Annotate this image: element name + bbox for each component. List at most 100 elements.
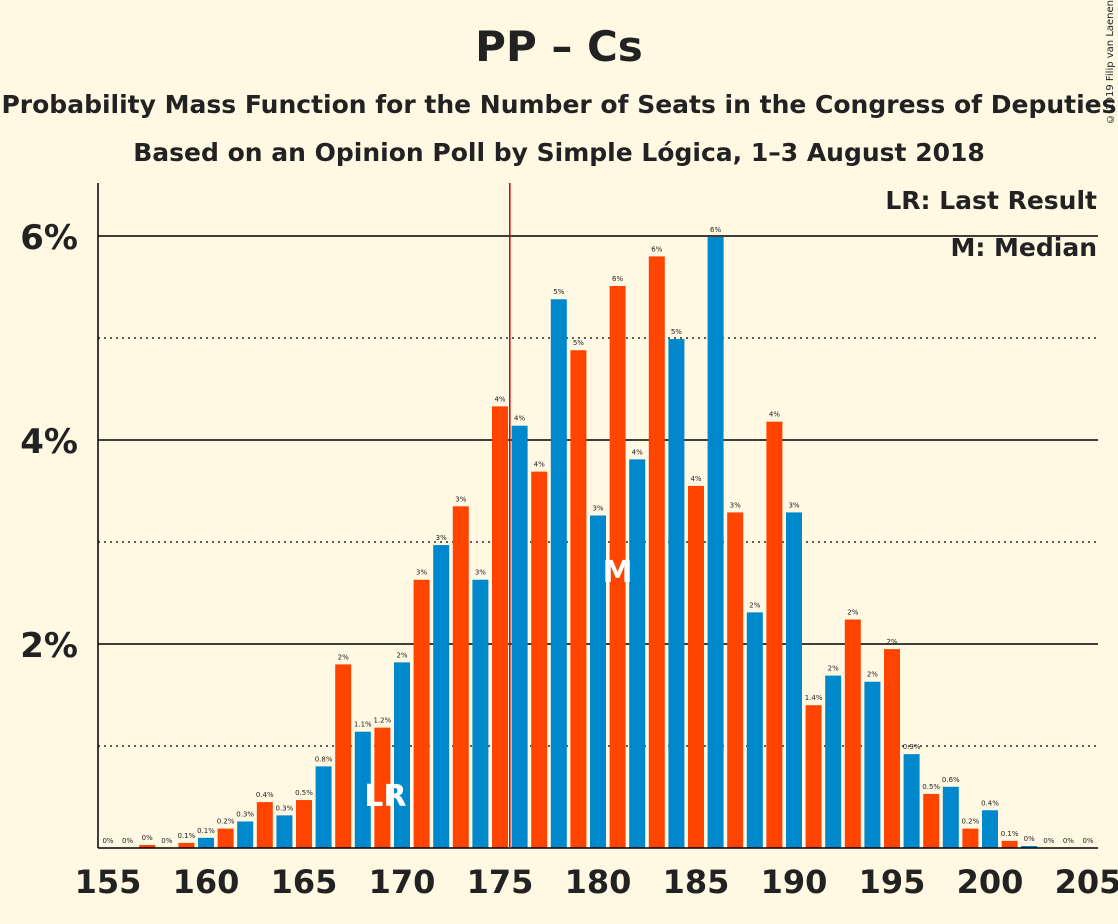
bar-value-label: 6% — [710, 226, 721, 234]
bar-seat-172 — [433, 545, 450, 848]
bar-value-label: 2% — [749, 601, 760, 609]
bar-seat-185 — [688, 485, 704, 848]
bar-seat-201 — [1001, 840, 1018, 848]
bar-value-label: 0% — [1024, 835, 1035, 843]
chart-title: PP – Cs — [475, 22, 643, 71]
bar-value-label: 0.6% — [942, 776, 960, 784]
bar-seat-170 — [394, 662, 410, 848]
x-tick-label: 195 — [859, 863, 926, 901]
bar-seat-195 — [884, 649, 900, 848]
bar-seat-196 — [903, 754, 920, 848]
bar-value-label: 2% — [396, 651, 407, 659]
bar-seat-189 — [766, 421, 783, 848]
bar-value-label: 0.4% — [256, 791, 274, 799]
bar-seat-175 — [492, 406, 508, 848]
bar-seat-198 — [942, 786, 959, 848]
bar-value-label: 0.8% — [315, 755, 333, 763]
bar-value-label: 2% — [338, 653, 349, 661]
y-tick-label: 6% — [20, 218, 78, 258]
bar-value-label: 0.1% — [178, 832, 196, 840]
bar-seat-163 — [256, 802, 273, 848]
bar-value-label: 4% — [632, 448, 643, 456]
x-tick-label: 190 — [761, 863, 828, 901]
x-tick-label: 155 — [75, 863, 142, 901]
x-tick-label: 180 — [565, 863, 632, 901]
bar-value-label: 0% — [1043, 837, 1054, 845]
bar-seat-182 — [629, 459, 646, 848]
bar-value-label: 1.4% — [805, 694, 823, 702]
bar-seat-174 — [472, 579, 489, 848]
bar-value-label: 4% — [690, 475, 701, 483]
bar-value-label: 2% — [847, 609, 858, 617]
bar-value-label: 5% — [553, 288, 564, 296]
bar-value-label: 4% — [514, 415, 525, 423]
bar-value-label: 3% — [730, 501, 741, 509]
bar-seat-157 — [139, 844, 156, 848]
bar-value-label: 3% — [455, 495, 466, 503]
bar-value-label: 0% — [1082, 837, 1093, 845]
bar-value-label: 0% — [161, 837, 172, 845]
bar-seat-173 — [452, 506, 469, 848]
bar-value-label: 4% — [534, 461, 545, 469]
x-tick-label: 200 — [957, 863, 1024, 901]
x-tick-label: 185 — [663, 863, 730, 901]
bar-value-label: 0.9% — [903, 743, 921, 751]
chart-subtitle-1: Probability Mass Function for the Number… — [1, 90, 1117, 119]
bar-seat-160 — [198, 837, 214, 848]
bar-seat-161 — [217, 828, 234, 848]
median-marker: M — [603, 555, 633, 590]
bar-value-label: 0% — [102, 837, 113, 845]
bar-seat-188 — [746, 612, 763, 848]
bar-value-label: 0.5% — [922, 783, 940, 791]
bar-seat-202 — [1021, 845, 1038, 848]
bar-seat-165 — [296, 800, 312, 848]
bar-seat-169 — [374, 727, 391, 848]
bar-value-label: 3% — [788, 501, 799, 509]
bar-seat-181 — [609, 285, 626, 849]
bar-seat-177 — [531, 471, 548, 848]
bar-seat-199 — [962, 828, 979, 848]
bar-seat-194 — [864, 681, 881, 848]
chart-subtitle-2: Based on an Opinion Poll by Simple Lógic… — [133, 138, 985, 167]
bar-seat-178 — [550, 299, 567, 848]
bar-seat-190 — [786, 512, 802, 848]
bar-value-label: 0% — [122, 837, 133, 845]
bar-value-label: 6% — [612, 275, 623, 283]
bar-value-label: 3% — [475, 569, 486, 577]
bar-value-label: 0% — [1063, 837, 1074, 845]
bar-seat-193 — [844, 619, 861, 848]
bar-seat-179 — [570, 350, 587, 848]
y-tick-label: 4% — [20, 422, 78, 462]
bar-value-label: 4% — [494, 395, 505, 403]
x-tick-label: 205 — [1055, 863, 1118, 901]
x-tick-label: 165 — [271, 863, 338, 901]
bar-seat-186 — [707, 237, 724, 848]
x-tick-label: 170 — [369, 863, 436, 901]
last-result-marker: LR — [364, 779, 406, 814]
bar-seat-168 — [354, 731, 371, 848]
bar-value-label: 5% — [671, 328, 682, 336]
bar-seat-197 — [923, 793, 940, 848]
x-tick-label: 175 — [467, 863, 534, 901]
legend-last-result: LR: Last Result — [885, 186, 1097, 215]
bar-seat-162 — [237, 821, 254, 848]
bar-value-label: 2% — [886, 638, 897, 646]
bar-seat-164 — [276, 815, 293, 848]
bar-seat-191 — [805, 705, 822, 848]
bar-value-label: 2% — [867, 671, 878, 679]
bar-value-label: 2% — [828, 665, 839, 673]
bar-value-label: 1.1% — [354, 721, 372, 729]
bar-seat-167 — [335, 664, 352, 848]
bar-seat-192 — [825, 675, 842, 848]
bar-value-label: 0.1% — [1001, 830, 1019, 838]
bar-value-label: 3% — [436, 534, 447, 542]
bar-seat-187 — [727, 512, 744, 848]
bar-seat-176 — [511, 425, 528, 848]
bar-value-label: 0.2% — [962, 818, 980, 826]
bar-value-label: 0.1% — [197, 827, 215, 835]
bar-value-label: 0% — [142, 834, 153, 842]
bar-seat-159 — [178, 842, 195, 848]
bar-value-label: 0.3% — [276, 804, 294, 812]
bar-seat-183 — [648, 256, 665, 848]
